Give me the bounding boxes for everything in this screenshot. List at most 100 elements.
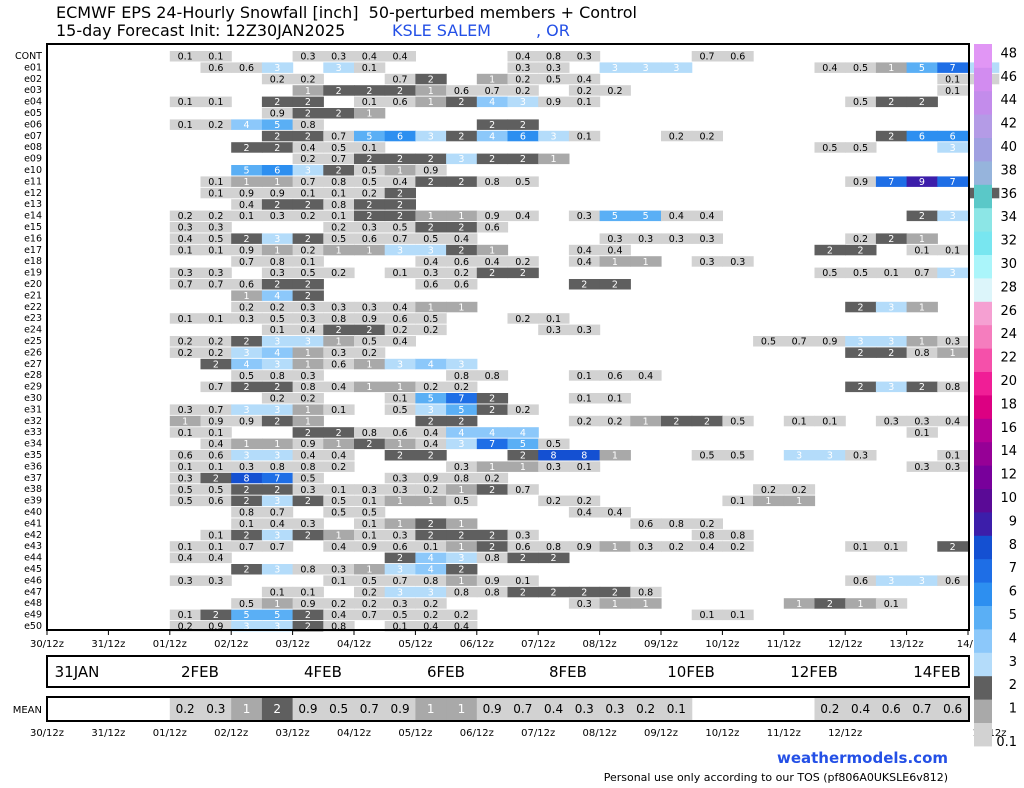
colorbar-swatch <box>974 348 992 372</box>
snowfall-cell <box>323 62 355 73</box>
snowfall-value: 0.4 <box>300 451 315 462</box>
snowfall-cell <box>568 598 601 609</box>
row-label: e06 <box>24 119 42 130</box>
snowfall-cell <box>354 347 386 358</box>
snowfall-cell <box>630 370 662 381</box>
snowfall-value: 2 <box>428 223 434 234</box>
snowfall-cell <box>415 165 447 176</box>
snowfall-cell <box>292 484 324 495</box>
row-label: e22 <box>24 302 42 313</box>
snowfall-value: 3 <box>458 553 464 564</box>
snowfall-cell <box>476 393 509 404</box>
snowfall-value: 0.4 <box>178 553 193 564</box>
mean-value: 0.3 <box>605 702 624 716</box>
row-label: e21 <box>24 290 42 301</box>
snowfall-value: 4 <box>428 565 434 576</box>
snowfall-value: 7 <box>888 177 894 188</box>
snowfall-cell <box>753 495 785 507</box>
snowfall-value: 0.3 <box>300 371 315 382</box>
snowfall-value: 1 <box>305 86 311 97</box>
snowfall-value: 0.1 <box>945 451 960 462</box>
snowfall-value: 0.5 <box>392 610 407 621</box>
colorbar-swatch <box>974 582 992 606</box>
snowfall-value: 0.6 <box>239 280 254 291</box>
snowfall-value: 0.2 <box>853 234 868 245</box>
snowfall-cell <box>630 598 662 609</box>
snowfall-cell <box>906 427 938 438</box>
snowfall-value: 0.3 <box>392 599 407 610</box>
snowfall-cell <box>261 324 294 336</box>
snowfall-value: 0.1 <box>607 394 622 405</box>
colorbar-label: 16 <box>1000 421 1017 436</box>
snowfall-cell <box>231 301 263 313</box>
snowfall-cell <box>446 393 478 404</box>
snowfall-value: 3 <box>274 530 280 541</box>
snowfall-cell <box>354 62 386 73</box>
snowfall-cell <box>200 495 232 507</box>
snowfall-cell <box>415 529 447 541</box>
snowfall-cell <box>415 484 447 495</box>
snowfall-value: 0.1 <box>730 610 745 621</box>
snowfall-value: 2 <box>366 200 372 211</box>
snowfall-cell <box>200 541 232 552</box>
snowfall-cell <box>231 336 263 347</box>
snowfall-value: 0.6 <box>331 359 346 370</box>
snowfall-value: 0.6 <box>362 234 377 245</box>
snowfall-cell <box>354 233 386 244</box>
snowfall-cell <box>875 130 908 142</box>
snowfall-value: 0.8 <box>270 462 285 473</box>
snowfall-cell <box>568 393 601 404</box>
mean-value: 1 <box>427 702 435 716</box>
snowfall-cell <box>661 62 693 73</box>
snowfall-value: 3 <box>520 97 526 108</box>
snowfall-value: 0.3 <box>515 63 530 74</box>
x-tick-label: 09/12z <box>644 639 678 650</box>
snowfall-value: 0.1 <box>208 97 223 108</box>
colorbar-swatch <box>974 90 992 115</box>
snowfall-cell <box>231 290 263 301</box>
mean-cell <box>261 697 294 721</box>
snowfall-cell <box>415 210 447 222</box>
snowfall-cell <box>384 450 416 461</box>
snowfall-cell <box>354 575 386 586</box>
snowfall-value: 0.4 <box>515 52 530 63</box>
snowfall-value: 0.5 <box>331 143 346 154</box>
mean-cell <box>507 697 539 721</box>
snowfall-cell <box>200 96 232 108</box>
snowfall-value: 7 <box>458 394 464 405</box>
date-label: 14FEB <box>913 663 960 681</box>
snowfall-cell <box>415 233 447 244</box>
x-tick-label: 31/12z <box>91 639 125 650</box>
snowfall-value: 0.5 <box>853 63 868 74</box>
snowfall-value: 0.3 <box>331 302 346 313</box>
snowfall-value: 4 <box>274 291 280 302</box>
snowfall-value: 0.8 <box>669 519 684 530</box>
mean-cell <box>599 697 631 721</box>
snowfall-cell <box>323 564 355 575</box>
snowfall-cell <box>323 165 355 176</box>
snowfall-value: 0.9 <box>300 439 315 450</box>
weathermodels-link[interactable]: weathermodels.com <box>776 749 948 767</box>
snowfall-cell <box>384 176 416 187</box>
snowfall-value: 4 <box>458 428 464 439</box>
colorbar-label: 6 <box>1009 585 1017 600</box>
snowfall-cell <box>323 313 355 324</box>
row-label: e36 <box>24 461 42 472</box>
snowfall-value: 0.2 <box>454 382 469 393</box>
snowfall-value: 3 <box>244 405 250 416</box>
snowfall-value: 0.5 <box>362 166 377 177</box>
snowfall-value: 0.3 <box>638 542 653 553</box>
snowfall-value: 0.2 <box>331 268 346 279</box>
snowfall-cell <box>845 541 877 552</box>
colorbar-swatch <box>974 535 992 560</box>
snowfall-value: 1 <box>336 439 342 450</box>
snowfall-value: 0.1 <box>300 188 315 199</box>
snowfall-cell <box>292 438 324 450</box>
snowfall-value: 0.4 <box>208 553 223 564</box>
snowfall-value: 2 <box>458 131 464 142</box>
colorbar-label: 18 <box>1000 397 1017 412</box>
snowfall-cell <box>231 313 263 324</box>
snowfall-cell <box>599 256 631 267</box>
mean-value: 0.4 <box>544 702 563 716</box>
snowfall-cell <box>906 244 938 256</box>
